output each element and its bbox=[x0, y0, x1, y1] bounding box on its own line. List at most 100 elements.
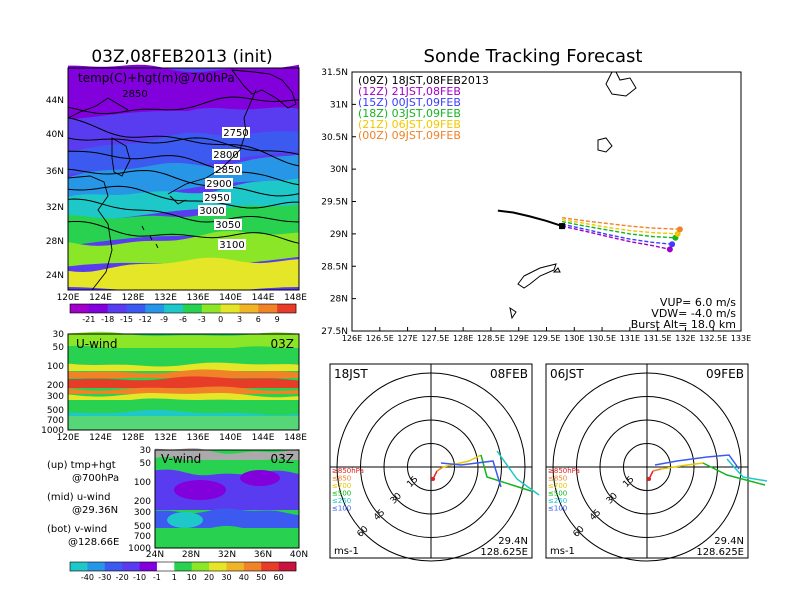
colorbar-swatch bbox=[277, 304, 297, 313]
colorbar-swatch bbox=[87, 562, 106, 571]
colorbar-label: -10 bbox=[133, 573, 146, 582]
track-legend-entry: (12Z) 21JST,08FEB bbox=[358, 85, 461, 98]
hodo-level-label: ≤700 bbox=[332, 482, 351, 490]
u-wind-band bbox=[68, 416, 299, 430]
map-lon-tick: 144E bbox=[252, 293, 275, 303]
hgt-contour bbox=[67, 150, 300, 186]
colorbar-label: 0 bbox=[218, 315, 223, 324]
v-wind-core bbox=[240, 470, 280, 486]
track-series-line bbox=[561, 218, 678, 235]
colorbar-label: 30 bbox=[221, 573, 231, 582]
colorbar-swatch bbox=[88, 304, 108, 313]
u-x-tick: 140E bbox=[219, 433, 242, 443]
track-lon-tick: 128E bbox=[453, 334, 473, 343]
hodo-lat: 29.4N bbox=[498, 536, 528, 547]
v-p-tick: 100 bbox=[134, 478, 151, 488]
track-series-line bbox=[561, 223, 673, 245]
hodo-date: 09FEB bbox=[706, 367, 744, 381]
map-lat-tick: 28N bbox=[46, 237, 64, 247]
hodo-level-label: ≤850 bbox=[332, 475, 351, 483]
track-title: Sonde Tracking Forecast bbox=[424, 46, 643, 67]
map-coastline bbox=[167, 89, 257, 195]
v-p-tick: 700 bbox=[134, 532, 151, 542]
colorbar-swatch bbox=[70, 562, 88, 571]
map-lon-tick: 148E bbox=[284, 293, 307, 303]
hgt-label-bg bbox=[203, 192, 231, 203]
colorbar-swatch bbox=[243, 562, 262, 571]
u-wind-band bbox=[68, 331, 299, 348]
track-end-point bbox=[676, 226, 683, 233]
v-wind-band bbox=[155, 457, 299, 472]
note-up-2: @700hPa bbox=[72, 473, 119, 484]
track-coastline bbox=[517, 263, 557, 289]
hodo-trace bbox=[726, 458, 768, 482]
u-x-tick: 144E bbox=[252, 433, 275, 443]
u-wind-band bbox=[68, 345, 299, 364]
note-bot-1: (bot) v-wind bbox=[47, 524, 107, 535]
track-lon-tick: 131.5E bbox=[644, 334, 672, 343]
info-burst: Burst Alt= 18.0 km bbox=[631, 318, 736, 331]
colorbar-label: -15 bbox=[120, 315, 133, 324]
hodo-trace bbox=[436, 466, 444, 472]
track-lon-tick: 129.5E bbox=[533, 334, 561, 343]
track-coastline bbox=[597, 137, 613, 153]
u-p-tick: 200 bbox=[47, 381, 64, 391]
v-wind-band bbox=[155, 525, 299, 548]
info-vdw: VDW= -4.0 m/s bbox=[651, 307, 736, 320]
hodo-trace bbox=[660, 462, 704, 470]
map-coastline bbox=[67, 175, 113, 291]
colorbar-swatch bbox=[174, 562, 192, 571]
u-x-tick: 148E bbox=[284, 433, 307, 443]
u-p-tick: 300 bbox=[47, 392, 64, 402]
map-coastline bbox=[141, 225, 159, 249]
hgt-label-bg bbox=[198, 205, 226, 216]
colorbar-label: -6 bbox=[179, 315, 187, 324]
track-legend-entry: (09Z) 18JST,08FEB2013 bbox=[358, 74, 489, 87]
track-lon-tick: 129E bbox=[509, 334, 529, 343]
note-bot-2: @128.66E bbox=[68, 537, 119, 548]
hodo-level-label: ≥850hPa bbox=[548, 467, 580, 475]
map-panel: 2850 2750 2800 2850 2900 2950 3000 3050 3100 tem… bbox=[46, 64, 307, 303]
map-temp-band bbox=[68, 64, 299, 120]
u-wind-band bbox=[68, 362, 299, 371]
hodo-level-label: ≤700 bbox=[548, 482, 567, 490]
v-p-tick: 300 bbox=[134, 508, 151, 518]
colorbar-label: 1 bbox=[172, 573, 177, 582]
hgt-contour-label: 2850 bbox=[215, 165, 240, 176]
u-wind-time: 03Z bbox=[271, 337, 295, 351]
u-wind-band bbox=[68, 386, 299, 394]
colorbar-label: 6 bbox=[256, 315, 261, 324]
u-wind-band bbox=[68, 369, 299, 378]
v-p-tick: 50 bbox=[140, 459, 152, 469]
hgt-contour-label: 2850 bbox=[122, 89, 147, 100]
hodo-units: ms-1 bbox=[334, 546, 359, 557]
colorbar-swatch bbox=[201, 304, 221, 313]
track-lat-tick: 31N bbox=[330, 100, 348, 110]
track-lon-tick: 127E bbox=[397, 334, 417, 343]
track-end-point bbox=[666, 246, 673, 253]
track-lon-tick: 127.5E bbox=[421, 334, 449, 343]
colorbar-label: -30 bbox=[98, 573, 111, 582]
track-panel: 31.5N 31N 30.5N 30N 29.5N 29N 28.5N 28N 27.5N 12… bbox=[321, 68, 751, 343]
hgt-label-bg bbox=[214, 219, 242, 230]
map-coastline bbox=[169, 195, 187, 205]
colorbar-label: 40 bbox=[239, 573, 249, 582]
v-wind-core bbox=[167, 512, 203, 528]
track-lon-tick: 131E bbox=[620, 334, 640, 343]
u-wind-band bbox=[68, 393, 299, 400]
hodo-lon: 128.625E bbox=[480, 547, 528, 558]
v-p-tick: 1000 bbox=[128, 544, 151, 554]
colorbar-label: 3 bbox=[237, 315, 242, 324]
v-x-tick: 36N bbox=[254, 550, 272, 560]
v-colorbar: -40 -30 -20 -10 -1 1 10 20 30 40 50 60 bbox=[69, 561, 297, 582]
hodo-lat: 29.4N bbox=[714, 536, 744, 547]
colorbar-swatch bbox=[261, 562, 279, 571]
map-coastline bbox=[231, 69, 297, 109]
colorbar-swatch bbox=[183, 304, 203, 313]
info-vup: VUP= 6.0 m/s bbox=[660, 296, 736, 309]
u-x-tick: 120E bbox=[57, 433, 80, 443]
hodo-trace bbox=[652, 468, 662, 472]
u-p-tick: 50 bbox=[53, 343, 65, 353]
colorbar-swatch bbox=[139, 562, 158, 571]
